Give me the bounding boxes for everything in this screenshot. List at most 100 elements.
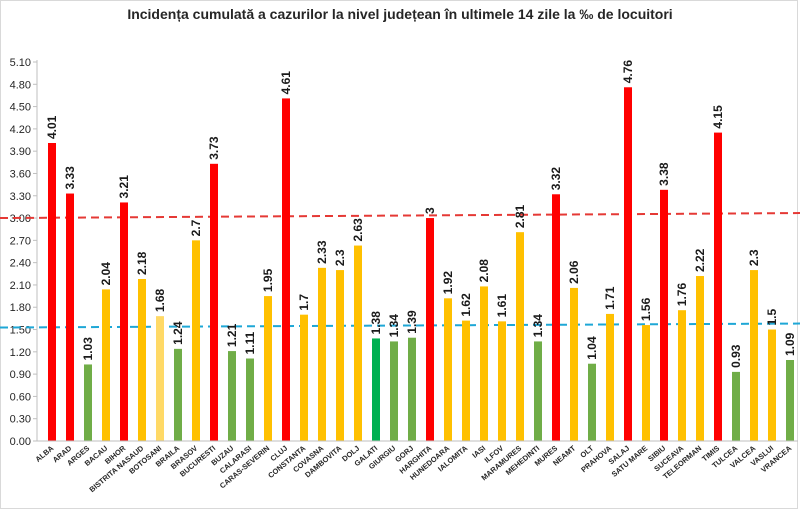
bar-cluj xyxy=(282,98,290,441)
bar-arad xyxy=(66,193,74,441)
y-tick-label: 2.40 xyxy=(10,258,31,270)
bar-botosani xyxy=(156,316,164,441)
data-label: 4.76 xyxy=(621,60,635,84)
data-label: 2.3 xyxy=(333,249,347,266)
y-tick-label: 2.70 xyxy=(10,235,31,247)
bar-mures xyxy=(552,194,560,441)
bar-neamt xyxy=(570,287,578,441)
bar-constanta xyxy=(300,314,308,441)
bar-prahova xyxy=(606,313,614,441)
bar-tulcea xyxy=(732,371,740,441)
data-label: 1.04 xyxy=(585,336,599,360)
bar-vrancea xyxy=(786,359,794,441)
bar-timis xyxy=(714,132,722,442)
data-label: 1.03 xyxy=(81,337,95,361)
data-label: 3.73 xyxy=(207,136,221,160)
bar-alba xyxy=(48,143,56,441)
bar-galati xyxy=(372,338,380,441)
data-label: 1.62 xyxy=(459,293,473,317)
bar-hunedoara xyxy=(444,298,452,441)
bar-valcea xyxy=(750,270,758,441)
data-label: 2.7 xyxy=(189,219,203,236)
data-label: 1.71 xyxy=(603,286,617,310)
data-label: 2.3 xyxy=(747,249,761,266)
bar-bihor xyxy=(120,202,128,441)
bar-iasi xyxy=(480,286,488,441)
y-tick-label: 1.80 xyxy=(10,302,31,314)
data-label: 1.34 xyxy=(387,314,401,338)
data-labels: 4.01 3.33 1.03 2.04 3.21 2.18 1.68 1.24 2.7 3.73 1… xyxy=(45,60,797,368)
y-tick-label: 3.00 xyxy=(10,213,31,225)
y-tick-label: 2.10 xyxy=(10,280,31,292)
y-tick-label: 4.20 xyxy=(10,124,31,136)
bar-maramures xyxy=(516,232,524,441)
bar-calarasi xyxy=(246,358,254,441)
bar-giurgiu xyxy=(390,341,398,441)
bar-arges xyxy=(84,364,92,441)
data-label: 1.24 xyxy=(171,321,185,345)
data-label: 2.81 xyxy=(513,204,527,228)
bar-bucuresti xyxy=(210,163,218,441)
bar-buzau xyxy=(228,351,236,441)
data-label: 2.63 xyxy=(351,218,365,242)
data-label: 1.7 xyxy=(297,294,311,311)
bar-mehedinti xyxy=(534,341,542,441)
bar-bistrita-nasaud xyxy=(138,278,146,441)
bar-salaj xyxy=(624,87,632,442)
data-label: 2.04 xyxy=(99,262,113,286)
bar-harghita xyxy=(426,218,434,441)
bar-braila xyxy=(174,348,182,441)
bar-caras-severin xyxy=(264,296,272,441)
y-tick-label: 0.00 xyxy=(10,436,31,448)
data-label: 2.06 xyxy=(567,260,581,284)
y-tick-label: 3.60 xyxy=(10,168,31,180)
data-label: 1.5 xyxy=(765,309,779,326)
bar-dambovita xyxy=(336,270,344,441)
data-label: 1.76 xyxy=(675,283,689,307)
data-label: 3 xyxy=(423,207,437,214)
y-tick-label: 4.50 xyxy=(10,102,31,114)
y-tick-label: 1.20 xyxy=(10,347,31,359)
data-label: 4.15 xyxy=(711,105,725,129)
data-label: 1.56 xyxy=(639,297,653,321)
y-tick-label: 0.90 xyxy=(10,369,31,381)
y-tick-label: 3.90 xyxy=(10,146,31,158)
data-label: 1.68 xyxy=(153,288,167,312)
bar-covasna xyxy=(318,267,326,441)
data-label: 1.34 xyxy=(531,314,545,338)
bar-gorj xyxy=(408,337,416,441)
y-tick-label: 3.30 xyxy=(10,191,31,203)
data-label: 3.21 xyxy=(117,175,131,199)
bar-teleorman xyxy=(696,276,704,441)
data-label: 1.11 xyxy=(243,331,257,354)
bar-ilfov xyxy=(498,321,506,441)
data-label: 1.38 xyxy=(369,311,383,335)
bar-brasov xyxy=(192,240,200,441)
data-label: 1.21 xyxy=(225,323,239,347)
data-label: 4.01 xyxy=(45,115,59,139)
data-label: 1.39 xyxy=(405,310,419,334)
y-tick-label: 4.80 xyxy=(10,79,31,91)
bar-dolj xyxy=(354,245,362,441)
data-label: 1.95 xyxy=(261,268,275,292)
y-tick-label: 0.30 xyxy=(10,414,31,426)
bar-sibiu xyxy=(660,189,668,441)
bar-suceava xyxy=(678,310,686,441)
data-label: 3.33 xyxy=(63,166,77,190)
bars xyxy=(48,87,794,442)
data-label: 1.61 xyxy=(495,294,509,318)
data-label: 2.33 xyxy=(315,240,329,264)
data-label: 1.09 xyxy=(783,332,797,356)
data-label: 2.08 xyxy=(477,259,491,283)
data-label: 0.93 xyxy=(729,344,743,368)
data-label: 1.92 xyxy=(441,271,455,295)
data-label: 4.61 xyxy=(279,71,293,95)
data-label: 3.38 xyxy=(657,162,671,186)
bar-bacau xyxy=(102,289,110,441)
y-tick-label: 5.10 xyxy=(10,57,31,69)
data-label: 2.18 xyxy=(135,251,149,275)
data-label: 3.32 xyxy=(549,167,563,191)
y-tick-label: 1.50 xyxy=(10,325,31,337)
